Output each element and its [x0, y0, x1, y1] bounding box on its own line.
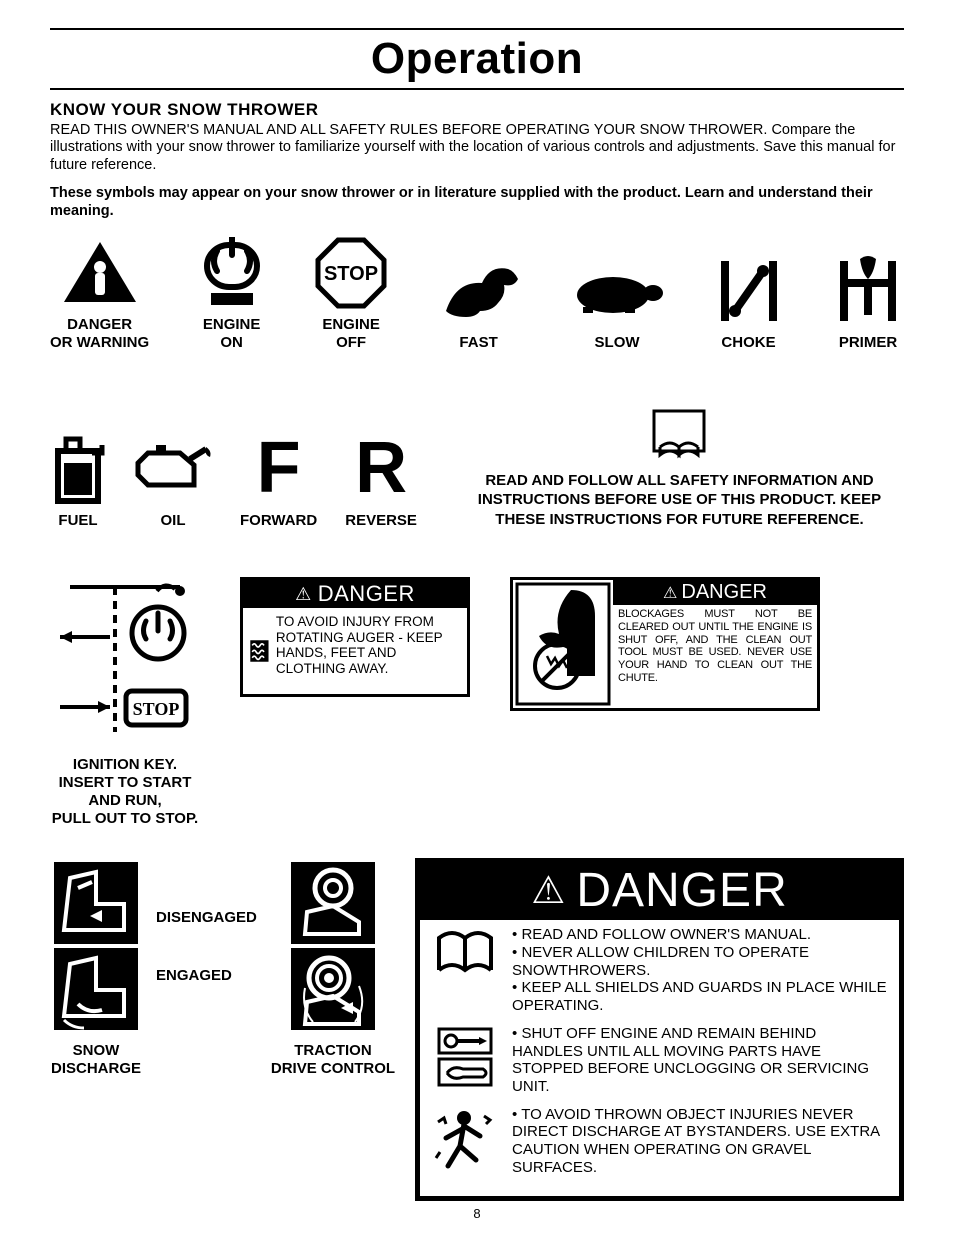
danger-header: DANGER — [681, 581, 767, 604]
symbol-engine-off: STOP ENGINE OFF — [314, 234, 388, 351]
danger-box-auger: ⚠ DANGER TO AVOID INJURY FROM ROTATING AU… — [240, 577, 470, 697]
warning-triangle-icon: ⚠ — [531, 868, 566, 913]
symbol-row-2: FUEL OIL F FORWARD R REVERSE READ AND FO… — [50, 407, 904, 530]
section-heading: KNOW YOUR SNOW THROWER — [50, 100, 904, 120]
snow-discharge-icon — [50, 858, 142, 1034]
engine-on-icon — [197, 234, 267, 312]
intro-paragraph: READ THIS OWNER'S MANUAL AND ALL SAFETY … — [50, 122, 904, 174]
danger-bullet: NEVER ALLOW CHILDREN TO OPERATE SNOWTHRO… — [512, 944, 889, 979]
danger-group-service: SHUT OFF ENGINE AND REMAIN BEHIND HANDLE… — [430, 1025, 889, 1096]
symbol-engine-on: ENGINE ON — [197, 234, 267, 351]
manual-book-icon — [646, 407, 712, 463]
forward-icon: F — [257, 430, 301, 508]
symbol-label: PRIMER — [839, 334, 897, 351]
warning-triangle-icon: ⚠ — [295, 584, 312, 605]
traction-drive-label: TRACTION DRIVE CONTROL — [271, 1042, 395, 1077]
symbol-label: OIL — [161, 512, 186, 529]
danger-group-thrown: TO AVOID THROWN OBJECT INJURIES NEVER DI… — [430, 1106, 889, 1177]
primer-icon — [832, 252, 904, 330]
svg-text:STOP: STOP — [133, 699, 180, 719]
ignition-caption: IGNITION KEY. INSERT TO START AND RUN, P… — [50, 756, 200, 828]
warning-triangle-icon — [62, 234, 138, 312]
symbol-primer: PRIMER — [832, 252, 904, 351]
symbol-fuel: FUEL — [50, 430, 106, 529]
danger-row: STOP IGNITION KEY. INSERT TO START AND R… — [50, 577, 904, 828]
symbol-oil: OIL — [134, 430, 212, 529]
symbol-reverse: R REVERSE — [345, 430, 417, 529]
symbol-label: DANGER OR WARNING — [50, 316, 149, 351]
symbol-fast: FAST — [436, 252, 522, 351]
danger-auger-text: TO AVOID INJURY FROM ROTATING AUGER - KE… — [276, 614, 461, 688]
page-title: Operation — [50, 34, 904, 84]
choke-icon — [713, 252, 785, 330]
big-danger-box: ⚠DANGER READ AND FOLLOW OWNER'S MANUAL. … — [415, 858, 904, 1201]
no-hand-chute-icon — [513, 580, 613, 708]
rabbit-icon — [436, 252, 522, 330]
person-hazard-icon — [430, 1106, 500, 1176]
engaged-label: ENGAGED — [156, 967, 257, 984]
danger-box-blockage: ⚠DANGER BLOCKAGES MUST NOT BE CLEARED OU… — [510, 577, 820, 711]
turtle-icon — [569, 252, 665, 330]
danger-group-manual: READ AND FOLLOW OWNER'S MANUAL. NEVER AL… — [430, 926, 889, 1014]
danger-header: DANGER — [318, 581, 415, 607]
oil-icon — [134, 430, 212, 508]
symbol-label: CHOKE — [721, 334, 775, 351]
reverse-icon: R — [355, 430, 407, 508]
symbol-label: REVERSE — [345, 512, 417, 529]
traction-drive-control: TRACTION DRIVE CONTROL — [271, 858, 395, 1077]
symbol-forward: F FORWARD — [240, 430, 317, 529]
danger-blockage-text: BLOCKAGES MUST NOT BE CLEARED OUT UNTIL … — [613, 605, 817, 688]
traction-drive-icon — [287, 858, 379, 1034]
safety-info-block: READ AND FOLLOW ALL SAFETY INFORMATION A… — [445, 407, 904, 530]
danger-bullet: READ AND FOLLOW OWNER'S MANUAL. — [512, 926, 889, 944]
symbol-label: SLOW — [595, 334, 640, 351]
ignition-diagram-icon: STOP — [50, 577, 200, 737]
snow-discharge-label: SNOW DISCHARGE — [51, 1042, 141, 1077]
big-danger-header: DANGER — [576, 863, 787, 918]
symbol-label: ENGINE ON — [203, 316, 261, 351]
page-number: 8 — [0, 1206, 954, 1221]
engine-off-icon: STOP — [314, 234, 388, 312]
symbol-danger: DANGER OR WARNING — [50, 234, 149, 351]
manual-book-icon — [430, 926, 500, 982]
symbol-label: FORWARD — [240, 512, 317, 529]
danger-bullet: TO AVOID THROWN OBJECT INJURIES NEVER DI… — [512, 1106, 889, 1177]
symbols-intro: These symbols may appear on your snow th… — [50, 184, 904, 220]
symbol-slow: SLOW — [569, 252, 665, 351]
svg-text:STOP: STOP — [324, 263, 378, 285]
danger-bullet: KEEP ALL SHIELDS AND GUARDS IN PLACE WHI… — [512, 979, 889, 1014]
key-wrench-icon — [430, 1025, 500, 1091]
snow-discharge-control: SNOW DISCHARGE — [50, 858, 142, 1077]
danger-bullet: SHUT OFF ENGINE AND REMAIN BEHIND HANDLE… — [512, 1025, 889, 1096]
safety-info-text: READ AND FOLLOW ALL SAFETY INFORMATION A… — [478, 472, 881, 528]
symbol-row-1: DANGER OR WARNING ENGINE ON STOP ENGINE … — [50, 234, 904, 351]
fuel-icon — [50, 430, 106, 508]
warning-triangle-icon: ⚠ — [663, 583, 677, 603]
symbol-label: FAST — [459, 334, 497, 351]
symbol-label: ENGINE OFF — [322, 316, 380, 351]
symbol-label: FUEL — [58, 512, 97, 529]
bottom-row: SNOW DISCHARGE DISENGAGED ENGAGED TRACT — [50, 858, 904, 1201]
symbol-choke: CHOKE — [713, 252, 785, 351]
disengaged-label: DISENGAGED — [156, 909, 257, 926]
auger-hazard-icon — [249, 614, 270, 688]
